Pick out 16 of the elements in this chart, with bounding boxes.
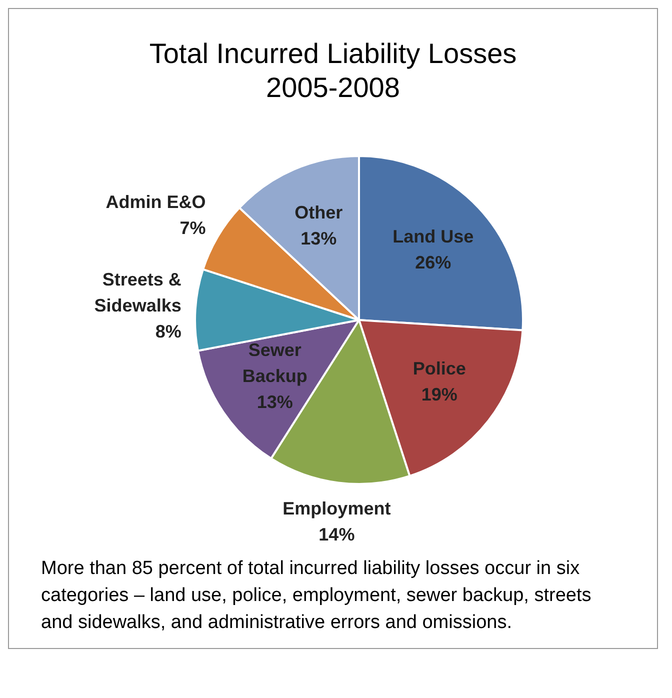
data-label: 13% — [256, 392, 293, 412]
data-label: 8% — [155, 321, 182, 342]
slice-label: Other — [294, 202, 343, 223]
data-label: 13% — [300, 228, 337, 249]
slice-label: Land Use — [392, 226, 474, 246]
data-label: 14% — [318, 524, 355, 544]
text: More than 85 percent of total incurred liability losses occur in six categories – land use, police, employment, sewer backup, streets and sidewalks, and administrative errors and omissions. — [41, 557, 592, 635]
slice-label: Admin E&O — [106, 192, 206, 212]
slice-label: Employment — [282, 498, 391, 518]
slice-label: Sewer Backup — [242, 340, 308, 386]
slice-label: Police — [412, 358, 466, 378]
chart-title: Total Incurred Liability Losses 2005-2008 — [148, 37, 518, 105]
data-label: 26% — [415, 252, 452, 272]
data-label: 7% — [180, 218, 206, 238]
slice-label: Streets & Sidewalks — [94, 269, 182, 316]
data-label: 19% — [421, 384, 458, 404]
